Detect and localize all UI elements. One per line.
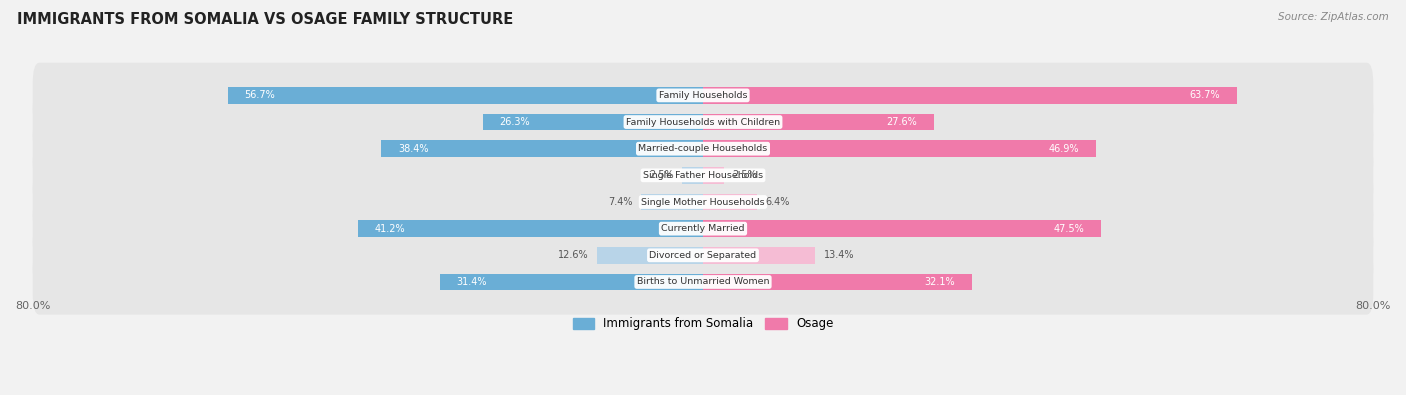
- Bar: [357, 220, 703, 237]
- Bar: [703, 247, 815, 263]
- Text: IMMIGRANTS FROM SOMALIA VS OSAGE FAMILY STRUCTURE: IMMIGRANTS FROM SOMALIA VS OSAGE FAMILY …: [17, 12, 513, 27]
- FancyBboxPatch shape: [32, 223, 1374, 288]
- Text: Single Mother Households: Single Mother Households: [641, 198, 765, 207]
- Bar: [440, 274, 703, 290]
- Text: 32.1%: 32.1%: [925, 277, 955, 287]
- Text: 13.4%: 13.4%: [824, 250, 855, 260]
- Bar: [703, 220, 1101, 237]
- Bar: [703, 87, 1237, 103]
- Text: 47.5%: 47.5%: [1053, 224, 1084, 234]
- Text: 27.6%: 27.6%: [887, 117, 918, 127]
- FancyBboxPatch shape: [32, 196, 1374, 261]
- Text: 12.6%: 12.6%: [558, 250, 589, 260]
- Text: 56.7%: 56.7%: [245, 90, 276, 100]
- FancyBboxPatch shape: [32, 116, 1374, 181]
- Bar: [703, 141, 1095, 157]
- Text: Family Households with Children: Family Households with Children: [626, 118, 780, 126]
- FancyBboxPatch shape: [32, 63, 1374, 128]
- FancyBboxPatch shape: [32, 89, 1374, 155]
- Text: 26.3%: 26.3%: [499, 117, 530, 127]
- Text: Source: ZipAtlas.com: Source: ZipAtlas.com: [1278, 12, 1389, 22]
- FancyBboxPatch shape: [32, 143, 1374, 208]
- Text: Single Father Households: Single Father Households: [643, 171, 763, 180]
- Bar: [703, 274, 972, 290]
- Text: 6.4%: 6.4%: [765, 197, 789, 207]
- Text: 7.4%: 7.4%: [609, 197, 633, 207]
- Text: 2.5%: 2.5%: [650, 170, 673, 181]
- Bar: [482, 114, 703, 130]
- Bar: [703, 167, 724, 184]
- Bar: [641, 194, 703, 210]
- Text: 63.7%: 63.7%: [1189, 90, 1220, 100]
- Bar: [381, 141, 703, 157]
- Legend: Immigrants from Somalia, Osage: Immigrants from Somalia, Osage: [567, 312, 839, 336]
- Text: Married-couple Households: Married-couple Households: [638, 144, 768, 153]
- Bar: [682, 167, 703, 184]
- FancyBboxPatch shape: [32, 169, 1374, 235]
- Text: Divorced or Separated: Divorced or Separated: [650, 251, 756, 260]
- FancyBboxPatch shape: [32, 249, 1374, 314]
- Text: Family Households: Family Households: [659, 91, 747, 100]
- Bar: [228, 87, 703, 103]
- Text: 41.2%: 41.2%: [374, 224, 405, 234]
- Text: 46.9%: 46.9%: [1049, 144, 1080, 154]
- Bar: [703, 194, 756, 210]
- Bar: [598, 247, 703, 263]
- Text: 38.4%: 38.4%: [398, 144, 429, 154]
- Text: Currently Married: Currently Married: [661, 224, 745, 233]
- Text: Births to Unmarried Women: Births to Unmarried Women: [637, 277, 769, 286]
- Text: 31.4%: 31.4%: [457, 277, 486, 287]
- Text: 2.5%: 2.5%: [733, 170, 756, 181]
- Bar: [703, 114, 934, 130]
